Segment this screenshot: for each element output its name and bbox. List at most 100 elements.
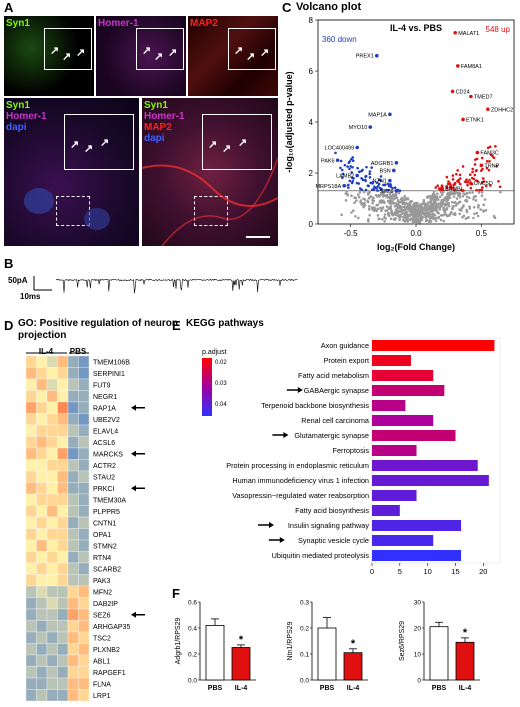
gene-name: ACSL6 xyxy=(93,440,115,447)
volcano-point xyxy=(341,172,345,176)
volcano-labeled-point xyxy=(368,125,373,129)
volcano-point xyxy=(350,194,353,198)
y-axis-label: Sez6/RPS29 xyxy=(399,621,406,661)
volcano-point xyxy=(408,214,411,217)
heat-cell xyxy=(78,424,90,437)
volcano-point xyxy=(451,178,455,181)
go-heatmap: TMEM106B SERPINI1 FUT9 NEGR1 RAP1A UBE2V2 ELAV… xyxy=(25,352,145,702)
heat-cell xyxy=(57,528,69,541)
heat-cell xyxy=(78,355,90,368)
heat-cell xyxy=(67,643,79,656)
heat-cell xyxy=(25,378,37,391)
heat-cell xyxy=(36,516,48,529)
volcano-point xyxy=(367,218,370,221)
volcano-point xyxy=(424,211,428,215)
heat-cell xyxy=(78,551,90,564)
volcano-point xyxy=(444,202,448,206)
gene-label: NTN1 xyxy=(372,179,386,185)
volcano-point xyxy=(399,208,403,212)
volcano-point xyxy=(447,201,450,205)
kegg-bar xyxy=(372,475,489,486)
y-axis-label: Adgrb1/RPS29 xyxy=(175,618,182,665)
heat-cell xyxy=(67,608,79,621)
heat-cell xyxy=(25,585,37,598)
volcano-point xyxy=(385,195,389,199)
volcano-point xyxy=(421,202,425,205)
volcano-point xyxy=(436,198,440,201)
qpcr-bar xyxy=(231,647,251,681)
heat-cell xyxy=(25,516,37,529)
volcano-point xyxy=(416,214,419,217)
gene-label: TMED7 xyxy=(474,95,493,101)
volcano-point xyxy=(375,203,378,207)
gene-label: LOC400499 xyxy=(325,146,355,152)
volcano-point xyxy=(458,173,462,177)
volcano-point xyxy=(484,184,488,188)
gene-name: ARHGAP35 xyxy=(93,624,130,631)
volcano-point xyxy=(358,170,361,174)
arrow-icon xyxy=(131,450,136,457)
kegg-bar xyxy=(372,505,400,516)
volcano-point xyxy=(475,157,479,161)
kegg-bar xyxy=(372,385,445,396)
volcano-point xyxy=(396,205,400,209)
volcano-labeled-point xyxy=(355,173,359,178)
heat-cell xyxy=(46,597,58,610)
volcano-point xyxy=(458,212,462,216)
label-homer1: Homer-1 xyxy=(6,111,47,122)
gene-label: MRPS18A xyxy=(315,184,341,190)
volcano-point xyxy=(375,186,378,189)
volcano-point xyxy=(495,164,499,168)
y-tick-label: 0.1 xyxy=(300,652,309,659)
heat-cell xyxy=(46,631,58,644)
volcano-point xyxy=(449,185,453,188)
heat-cell xyxy=(67,620,79,633)
heat-cell xyxy=(67,401,79,414)
volcano-point xyxy=(429,216,432,219)
kegg-category-label: Synaptic vesicle cycle xyxy=(298,536,369,545)
volcano-point xyxy=(369,195,372,198)
volcano-point xyxy=(443,198,446,202)
kegg-bar xyxy=(372,400,406,411)
volcano-point xyxy=(345,190,349,193)
y-tick-label: 8 xyxy=(309,16,314,25)
arrow-icon: ↗ xyxy=(76,47,86,59)
volcano-point xyxy=(416,204,420,208)
volcano-point xyxy=(412,211,416,215)
volcano-point xyxy=(431,217,434,220)
volcano-point xyxy=(451,206,455,209)
heat-cell xyxy=(25,367,37,380)
heat-cell xyxy=(78,516,90,529)
gene-label: ETNK1 xyxy=(466,117,484,123)
volcano-point xyxy=(446,192,449,196)
volcano-point xyxy=(358,190,362,194)
volcano-point xyxy=(488,160,491,163)
panel-f-letter: F xyxy=(172,586,180,601)
volcano-point xyxy=(343,163,347,167)
volcano-point xyxy=(448,196,452,199)
volcano-point xyxy=(479,169,483,172)
volcano-point xyxy=(382,195,385,198)
x-tick-label: 0.0 xyxy=(410,229,422,238)
electrophysiology-trace xyxy=(33,276,298,294)
volcano-point xyxy=(467,216,470,219)
volcano-point xyxy=(362,190,366,194)
arrow-icon xyxy=(279,537,285,543)
heat-cell xyxy=(57,355,69,368)
heat-cell xyxy=(78,367,90,380)
volcano-point xyxy=(387,206,390,209)
volcano-point xyxy=(463,180,467,184)
volcano-point xyxy=(434,186,437,189)
volcano-point xyxy=(386,212,390,216)
inset-box xyxy=(136,28,184,70)
panel-d-letter: D xyxy=(4,318,14,333)
heat-cell xyxy=(78,413,90,426)
volcano-point xyxy=(386,182,390,186)
volcano-point xyxy=(370,206,374,209)
heat-cell xyxy=(46,654,58,667)
volcano-labeled-point xyxy=(486,107,490,112)
heat-cell xyxy=(36,585,48,598)
volcano-point xyxy=(436,184,440,188)
volcano-point xyxy=(476,206,480,209)
volcano-point xyxy=(412,206,416,209)
